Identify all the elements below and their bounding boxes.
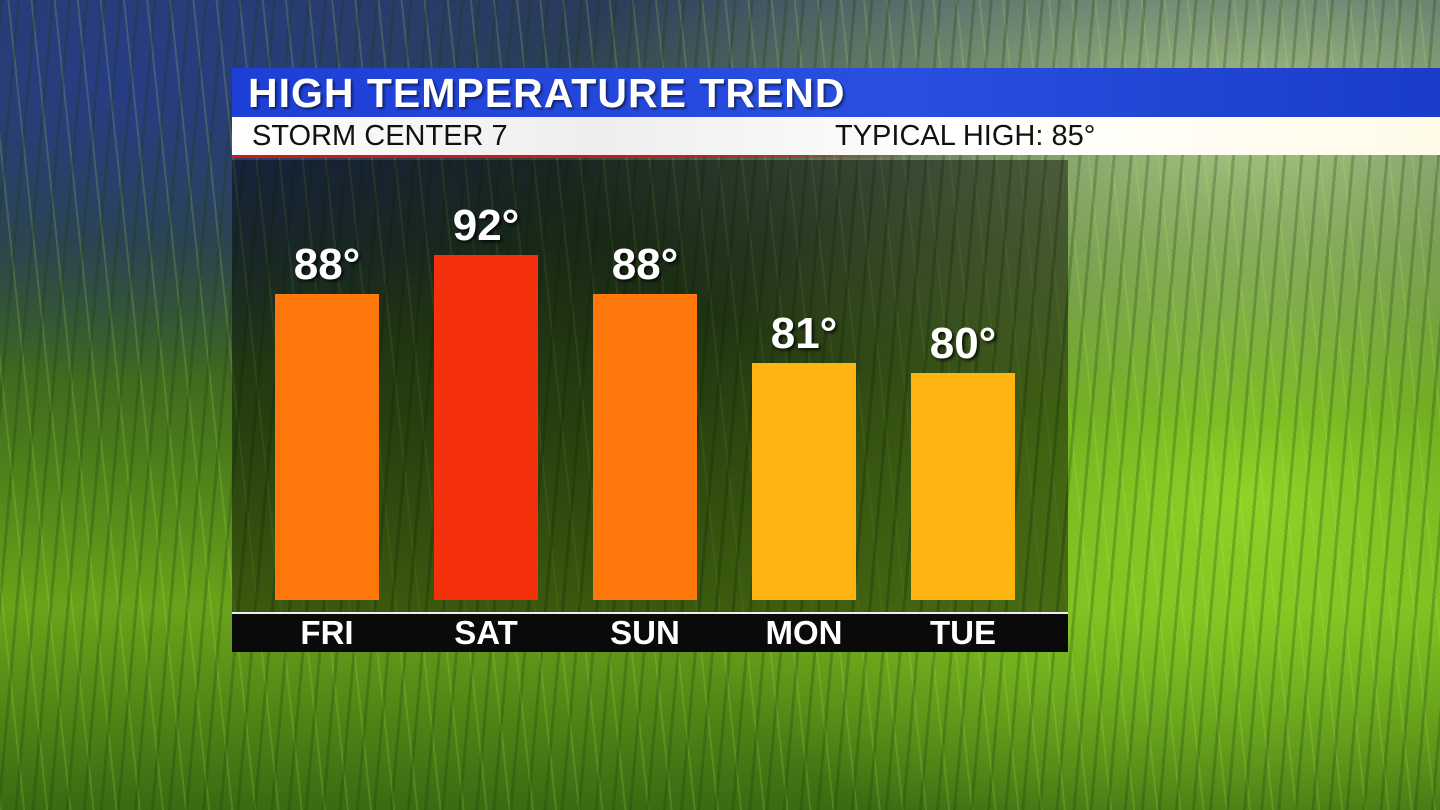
bar-sun [593,294,697,600]
value-label: 92° [452,201,520,250]
bar-fri [275,294,379,600]
typical-high: TYPICAL HIGH: 85° [835,120,1096,152]
value-label: 80° [929,319,997,369]
day-strip [232,612,1068,652]
station-name: STORM CENTER 7 [252,120,508,152]
bar-sat [434,255,538,600]
title-bar: HIGH TEMPERATURE TREND [232,68,1440,117]
day-label: FRI [300,614,354,651]
day-label: TUE [930,614,996,651]
bar-mon [752,363,856,600]
bar-tue [911,373,1015,600]
day-label: SUN [610,614,680,651]
accent-line [232,155,932,158]
day-label: MON [765,614,843,651]
subtitle-bar: STORM CENTER 7 TYPICAL HIGH: 85° [232,117,1440,155]
day-label: SAT [454,614,518,651]
value-label: 88° [293,240,361,290]
value-label: 81° [770,309,838,359]
chart-title: HIGH TEMPERATURE TREND [248,70,846,116]
value-label: 88° [611,240,679,290]
